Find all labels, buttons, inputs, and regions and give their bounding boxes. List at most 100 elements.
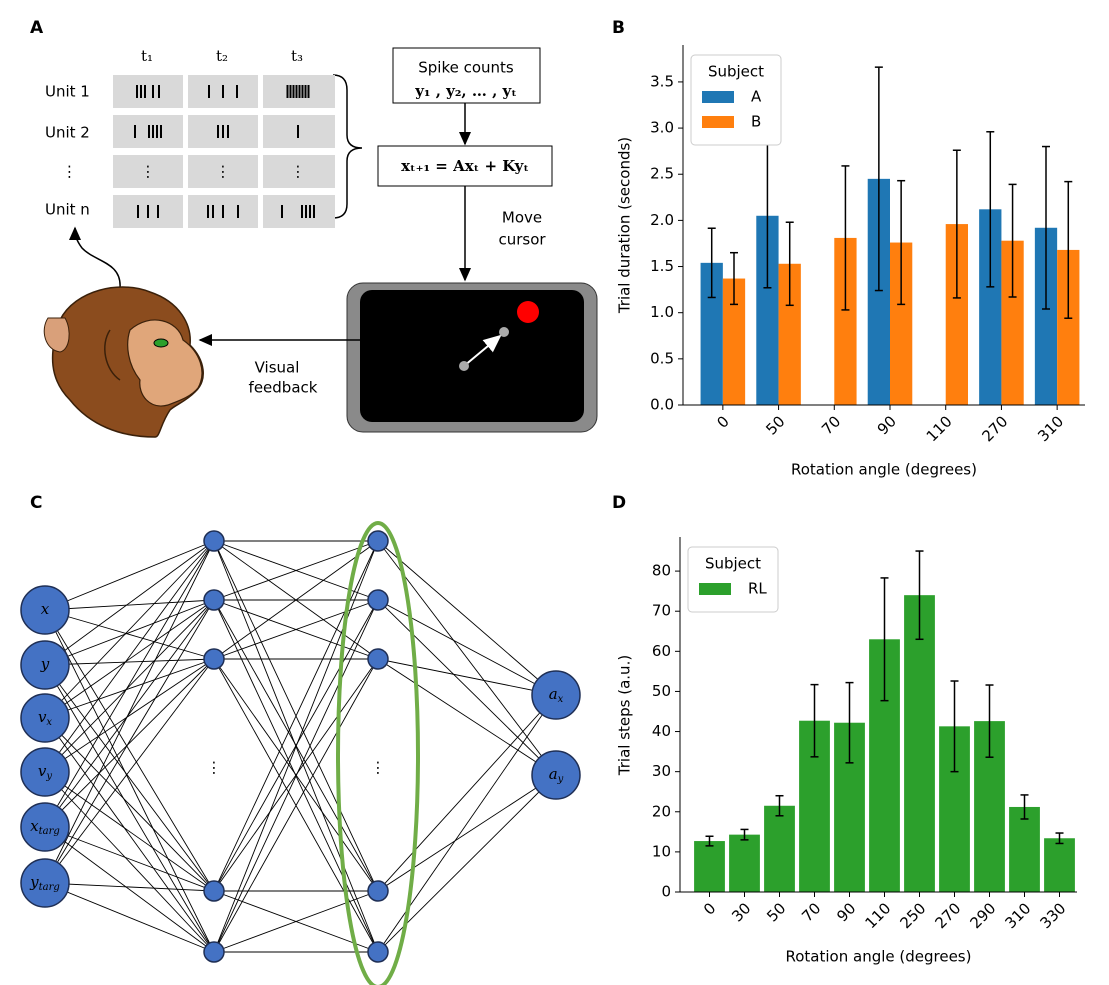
arrow <box>69 226 121 289</box>
x-tick-label: 270 <box>978 412 1011 445</box>
edge <box>377 774 557 892</box>
bar <box>722 278 746 405</box>
cursor-arrow <box>463 334 502 367</box>
node-label: x <box>41 600 50 618</box>
cell-dots: ⋮ <box>291 163 306 181</box>
x-tick-label: 70 <box>798 899 824 925</box>
node-label: vy <box>38 762 52 782</box>
node-label-sub: x <box>558 694 564 705</box>
legend-swatch <box>699 583 731 595</box>
bar <box>979 209 1002 405</box>
edge <box>44 664 215 953</box>
bar <box>694 841 725 892</box>
bar <box>764 805 795 892</box>
edge <box>377 540 557 696</box>
node <box>367 941 389 963</box>
edge <box>44 717 215 892</box>
node-label: vx <box>38 708 52 728</box>
bar <box>1034 227 1058 405</box>
unit-label: Unit 1 <box>45 83 90 101</box>
x-axis-label: Rotation angle (degrees) <box>791 461 977 479</box>
y-tick-label: 1.5 <box>650 257 674 275</box>
edge <box>44 717 215 953</box>
time-label: t₁ <box>141 47 153 65</box>
edge <box>44 540 215 884</box>
screen <box>360 290 584 422</box>
edge <box>377 658 557 696</box>
bar <box>756 215 779 405</box>
legend-box <box>687 546 779 613</box>
node-label-sub: x <box>46 717 52 728</box>
raster-cell <box>263 155 335 188</box>
panel-label: B <box>612 18 625 38</box>
y-tick-label: 0.0 <box>650 396 674 414</box>
highlight-ellipse <box>336 521 420 985</box>
edge <box>44 658 215 828</box>
node <box>20 858 70 908</box>
brace <box>332 74 363 219</box>
y-tick-label: 0.5 <box>650 349 674 367</box>
spike-box <box>392 47 541 104</box>
x-tick-label: 0 <box>700 899 719 918</box>
edge <box>377 694 557 892</box>
legend-title: Subject <box>705 555 761 573</box>
y-tick-label: 2.5 <box>650 165 674 183</box>
node <box>203 941 225 963</box>
edge <box>44 658 215 719</box>
y-tick-label: 0 <box>661 883 671 901</box>
bar <box>890 242 913 405</box>
x-tick-label: 50 <box>762 412 788 438</box>
bar <box>904 595 935 892</box>
node <box>531 750 581 800</box>
panel-a: t₁ t₂ t₃ Unit 1 Unit 2 ⋮ Unit n Spike co… <box>43 47 598 438</box>
raster-cell <box>113 155 183 188</box>
edge <box>44 658 215 666</box>
hidden-dots: ⋮ <box>371 759 386 777</box>
y-tick-label: 30 <box>652 762 671 780</box>
y-tick-label: 20 <box>652 802 671 820</box>
time-label: t₃ <box>291 47 303 65</box>
edge <box>44 599 215 828</box>
raster-cell <box>263 195 335 228</box>
box-text: y₁ , y₂, … , yₜ <box>414 82 517 100</box>
y-tick-label: 2.0 <box>650 211 674 229</box>
x-tick-label: 330 <box>1037 899 1070 932</box>
edge <box>44 826 215 953</box>
edge <box>377 658 557 776</box>
target <box>517 301 539 323</box>
box-text: Spike counts <box>418 59 514 77</box>
bar <box>834 237 857 405</box>
edge <box>377 694 557 953</box>
edge <box>377 540 557 776</box>
node <box>203 530 225 552</box>
node <box>20 693 70 743</box>
x-tick-label: 110 <box>862 899 895 932</box>
edge <box>44 658 215 773</box>
y-tick-label: 50 <box>652 682 671 700</box>
raster-cell <box>188 155 258 188</box>
hidden-dots: ⋮ <box>207 759 222 777</box>
edge <box>213 540 379 892</box>
edge <box>44 609 215 892</box>
x-tick-label: 250 <box>897 899 930 932</box>
node <box>367 530 389 552</box>
node <box>20 640 70 690</box>
node-label-base: x <box>30 817 39 835</box>
x-tick-label: 270 <box>932 899 965 932</box>
node-label-base: v <box>38 708 47 726</box>
cursor <box>459 361 469 371</box>
y-axis-label: Trial steps (a.u.) <box>616 655 634 776</box>
equation: xₜ₊₁ = Axₜ + Kyₜ <box>401 157 529 175</box>
node <box>531 670 581 720</box>
edge <box>213 540 379 660</box>
feedback-label: feedback <box>249 379 318 397</box>
monkey <box>43 286 204 438</box>
bar <box>1009 806 1040 892</box>
y-tick-label: 80 <box>652 562 671 580</box>
legend-label: A <box>751 88 762 106</box>
node-label-base: x <box>41 600 50 618</box>
node-label: y <box>40 655 50 673</box>
node <box>20 802 70 852</box>
node-label-sub: targ <box>39 826 60 837</box>
edge <box>44 540 215 611</box>
